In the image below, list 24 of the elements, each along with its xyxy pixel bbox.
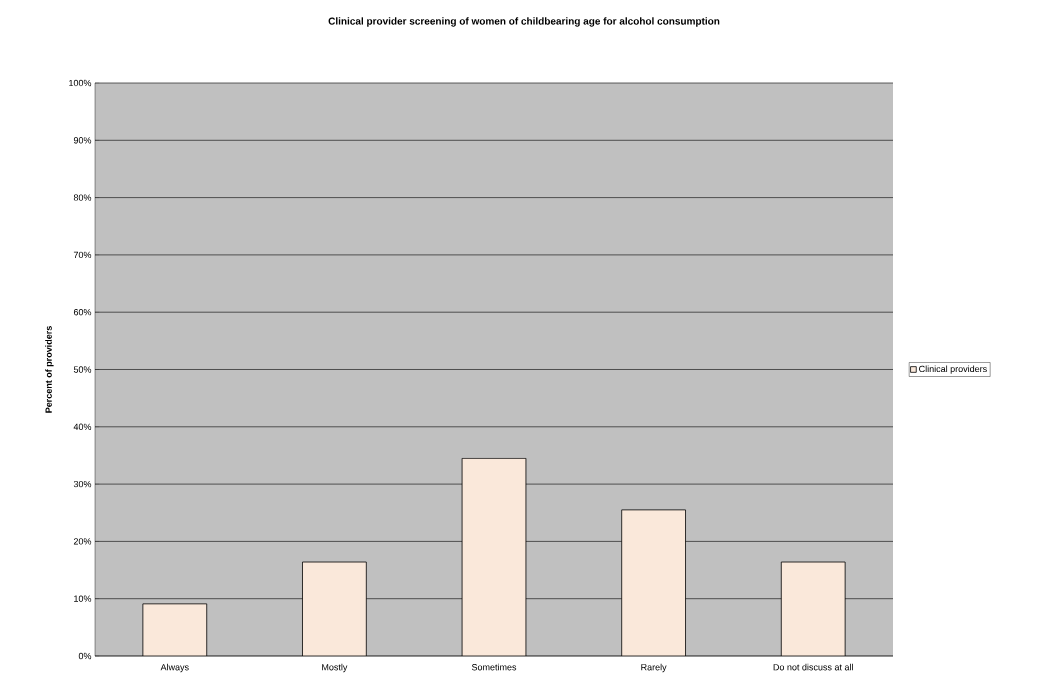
y-tick-label: 50% bbox=[73, 366, 92, 373]
y-axis-title: Percent of providers bbox=[45, 326, 54, 413]
y-tick-label: 10% bbox=[74, 595, 92, 602]
bar bbox=[461, 457, 527, 656]
y-tick-label: 60% bbox=[73, 309, 92, 316]
y-tick-label: 100% bbox=[69, 79, 92, 87]
y-tick-label: 0% bbox=[78, 652, 92, 660]
bar bbox=[142, 603, 208, 656]
y-tick-label: 30% bbox=[73, 480, 92, 488]
bar bbox=[621, 509, 686, 656]
legend-label: Clinical providers bbox=[919, 365, 987, 374]
x-tick-label: Do not discuss at all bbox=[773, 663, 853, 671]
chart-title: Clinical provider screening of women of childbearing age for alcohol consumption bbox=[328, 17, 720, 27]
y-tick-label: 80% bbox=[73, 194, 92, 201]
bar bbox=[302, 561, 367, 656]
x-tick-label: Rarely bbox=[641, 663, 667, 673]
y-tick-label: 20% bbox=[73, 538, 92, 545]
x-tick-label: Always bbox=[160, 663, 189, 673]
bar bbox=[780, 561, 846, 656]
y-tick-label: 70% bbox=[73, 251, 92, 259]
y-tick-label: 40% bbox=[73, 423, 92, 430]
x-tick-label: Sometimes bbox=[471, 663, 517, 671]
x-tick-label: Mostly bbox=[322, 663, 348, 673]
y-tick-label: 90% bbox=[73, 137, 92, 144]
